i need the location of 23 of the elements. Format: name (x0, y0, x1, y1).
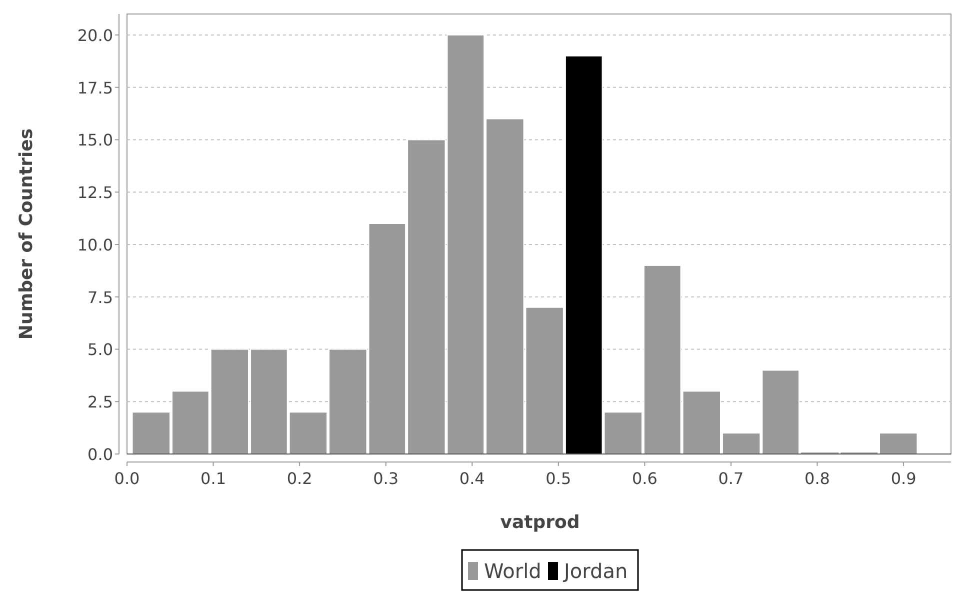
x-tick-label: 0.0 (114, 469, 140, 488)
y-tick-label: 5.0 (88, 340, 113, 360)
x-tick-label: 0.8 (804, 469, 830, 488)
x-tick-label: 0.7 (718, 469, 744, 488)
y-tick-label: 10.0 (77, 235, 113, 254)
y-axis-title: Number of Countries (16, 128, 37, 340)
x-tick-label: 0.3 (373, 469, 399, 488)
legend-label: World (484, 559, 542, 583)
y-tick-label: 7.5 (88, 288, 113, 307)
y-tick-label: 17.5 (77, 78, 113, 98)
x-tick-label: 0.6 (632, 469, 658, 488)
y-tick-label: 20.0 (77, 26, 113, 45)
x-tick-label: 0.2 (286, 469, 312, 488)
x-tick-label: 0.4 (459, 469, 485, 488)
y-tick-label: 12.5 (77, 183, 113, 202)
y-tick-label: 2.5 (88, 392, 113, 412)
y-tick-label: 15.0 (77, 130, 113, 150)
x-axis-title: vatprod (500, 512, 580, 533)
legend-label: Jordan (562, 559, 628, 583)
x-tick-label: 0.5 (546, 469, 572, 488)
y-tick-label: 0.0 (88, 445, 113, 464)
x-tick-label: 0.9 (890, 469, 916, 488)
x-tick-label: 0.1 (200, 469, 226, 488)
